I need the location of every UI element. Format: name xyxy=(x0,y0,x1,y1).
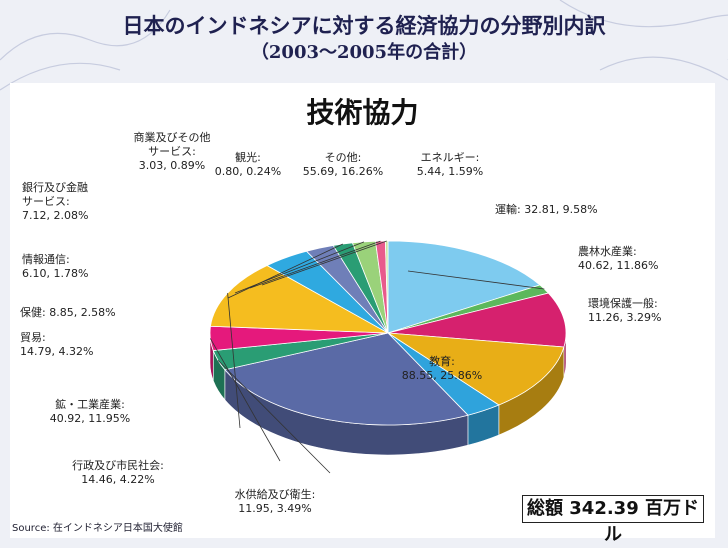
slice-11-label: 情報通信: 6.10, 1.78% xyxy=(22,253,88,280)
source-note: Source: 在インドネシア日本国大使館 xyxy=(12,519,183,534)
slice-1-leader xyxy=(407,270,545,290)
slice-10-label: 保健: 8.85, 2.58% xyxy=(20,305,116,319)
slice-6-label: 水供給及び衛生: 11.95, 3.49% xyxy=(235,487,316,515)
slice-labels: その他: 55.69, 16.26% エネルギー: 5.44, 1.59% 運輸: 32… xyxy=(20,130,661,515)
slice-8-leader xyxy=(227,293,241,429)
slice-9-label: 貿易: 14.79, 4.32% xyxy=(20,331,93,358)
slice-2-label: 運輸: 32.81, 9.58% xyxy=(495,202,598,216)
chart-panel: 技術協力 その他: 55.69, 16.26% エネルギー: 5.44, 1.59% 運… xyxy=(10,83,715,545)
pie-chart: その他: 55.69, 16.26% エネルギー: 5.44, 1.59% 運輸: 32… xyxy=(20,130,661,515)
slice-4-label: 環境保護一般: 11.26, 3.29% xyxy=(588,296,661,324)
pie-tops xyxy=(209,240,567,426)
chart-title: 技術協力 xyxy=(306,96,419,129)
slide-subtitle: （2003～2005年の合計） xyxy=(250,42,478,63)
slice-7-leader xyxy=(209,338,281,462)
slice-5 xyxy=(224,332,469,426)
slice-12-leader xyxy=(234,241,365,294)
slice-13-label: 商業及びその他サービス: 3.03, 0.89% xyxy=(134,130,211,172)
slice-8-label: 鉱・工業産業: 40.92, 11.95% xyxy=(50,397,130,425)
slice-14 xyxy=(384,240,389,334)
slice-7-label: 行政及び市民社会: 14.46, 4.22% xyxy=(72,458,164,486)
slice-3-label: 農林水産業: 40.62, 11.86% xyxy=(578,244,658,272)
slice-2 xyxy=(387,292,567,348)
source-prefix: Source: xyxy=(12,523,50,534)
slice-0-label: その他: 55.69, 16.26% xyxy=(303,151,383,178)
slice-12-label: 銀行及び金融サービス: 7.12, 2.08% xyxy=(22,180,88,222)
slide-title: 日本のインドネシアに対する経済協力の分野別内訳 xyxy=(122,13,606,38)
slice-13-leader xyxy=(249,240,381,289)
slice-14-label: 観光: 0.80, 0.24% xyxy=(215,150,281,178)
slice-14-leader xyxy=(261,240,387,286)
source-text: 在インドネシア日本国大使館 xyxy=(52,523,183,534)
slice-6-leader xyxy=(217,360,331,474)
slice-11-leader xyxy=(227,243,343,299)
slice-3 xyxy=(387,332,565,406)
slice-1-label: エネルギー: 5.44, 1.59% xyxy=(417,151,483,178)
total-amount-label: 総額 342.39 百万ドル xyxy=(522,495,704,545)
slice-5-label: 教育: 88.55, 25.86% xyxy=(402,354,482,382)
slice-0 xyxy=(387,240,541,334)
